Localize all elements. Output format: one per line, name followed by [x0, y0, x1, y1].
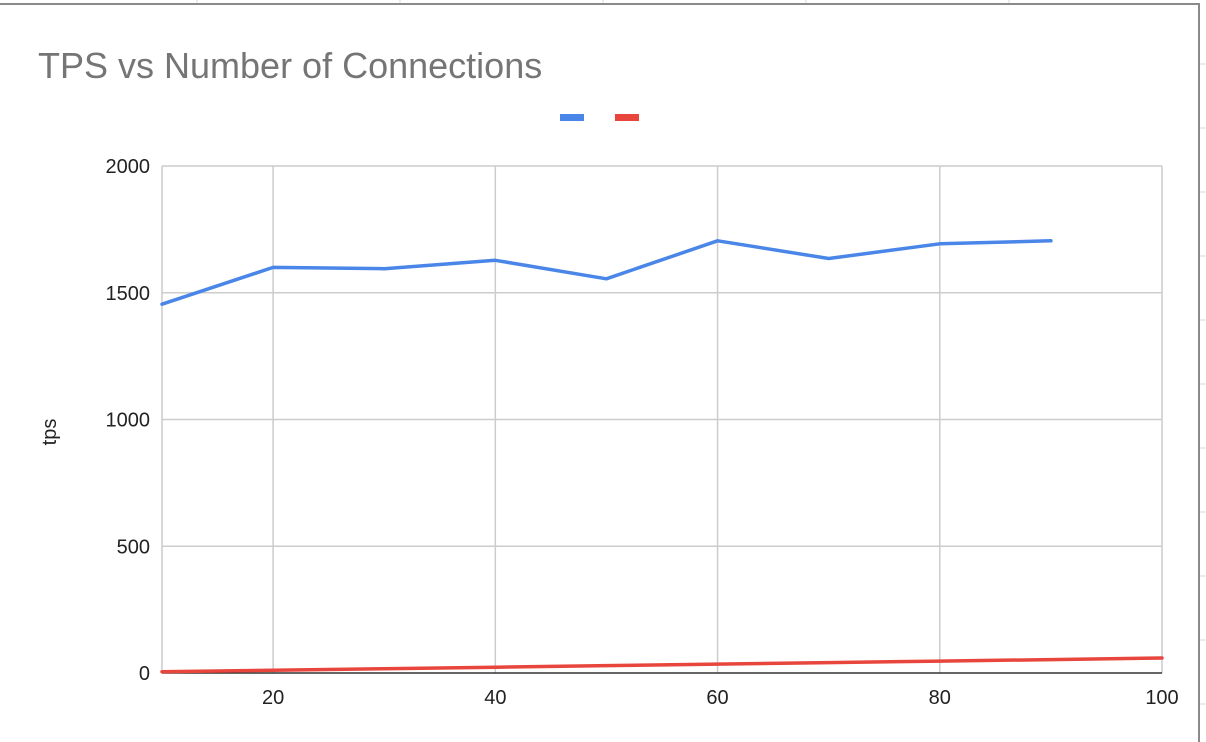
y-tick-label: 500	[117, 536, 150, 558]
legend-swatch-2	[615, 114, 639, 121]
x-tick-label: 60	[706, 687, 728, 709]
y-tick-label: 1000	[106, 410, 151, 432]
chart-panel[interactable]: TPS vs Number of Connections	[0, 3, 1200, 742]
series-line-1	[160, 239, 1053, 306]
x-tick-label: 40	[484, 687, 506, 709]
series-line-2	[160, 656, 1164, 674]
x-tick-label: 80	[929, 687, 951, 709]
y-axis-title: tps	[39, 419, 61, 446]
chart-title: TPS vs Number of Connections	[38, 45, 543, 86]
x-tick-label: 20	[262, 687, 284, 709]
y-tick-label: 1500	[106, 283, 151, 305]
x-tick-label: 100	[1145, 687, 1178, 709]
y-tick-label: 0	[139, 663, 150, 685]
y-tick-label: 2000	[106, 156, 151, 178]
legend-swatch-1	[560, 114, 584, 121]
